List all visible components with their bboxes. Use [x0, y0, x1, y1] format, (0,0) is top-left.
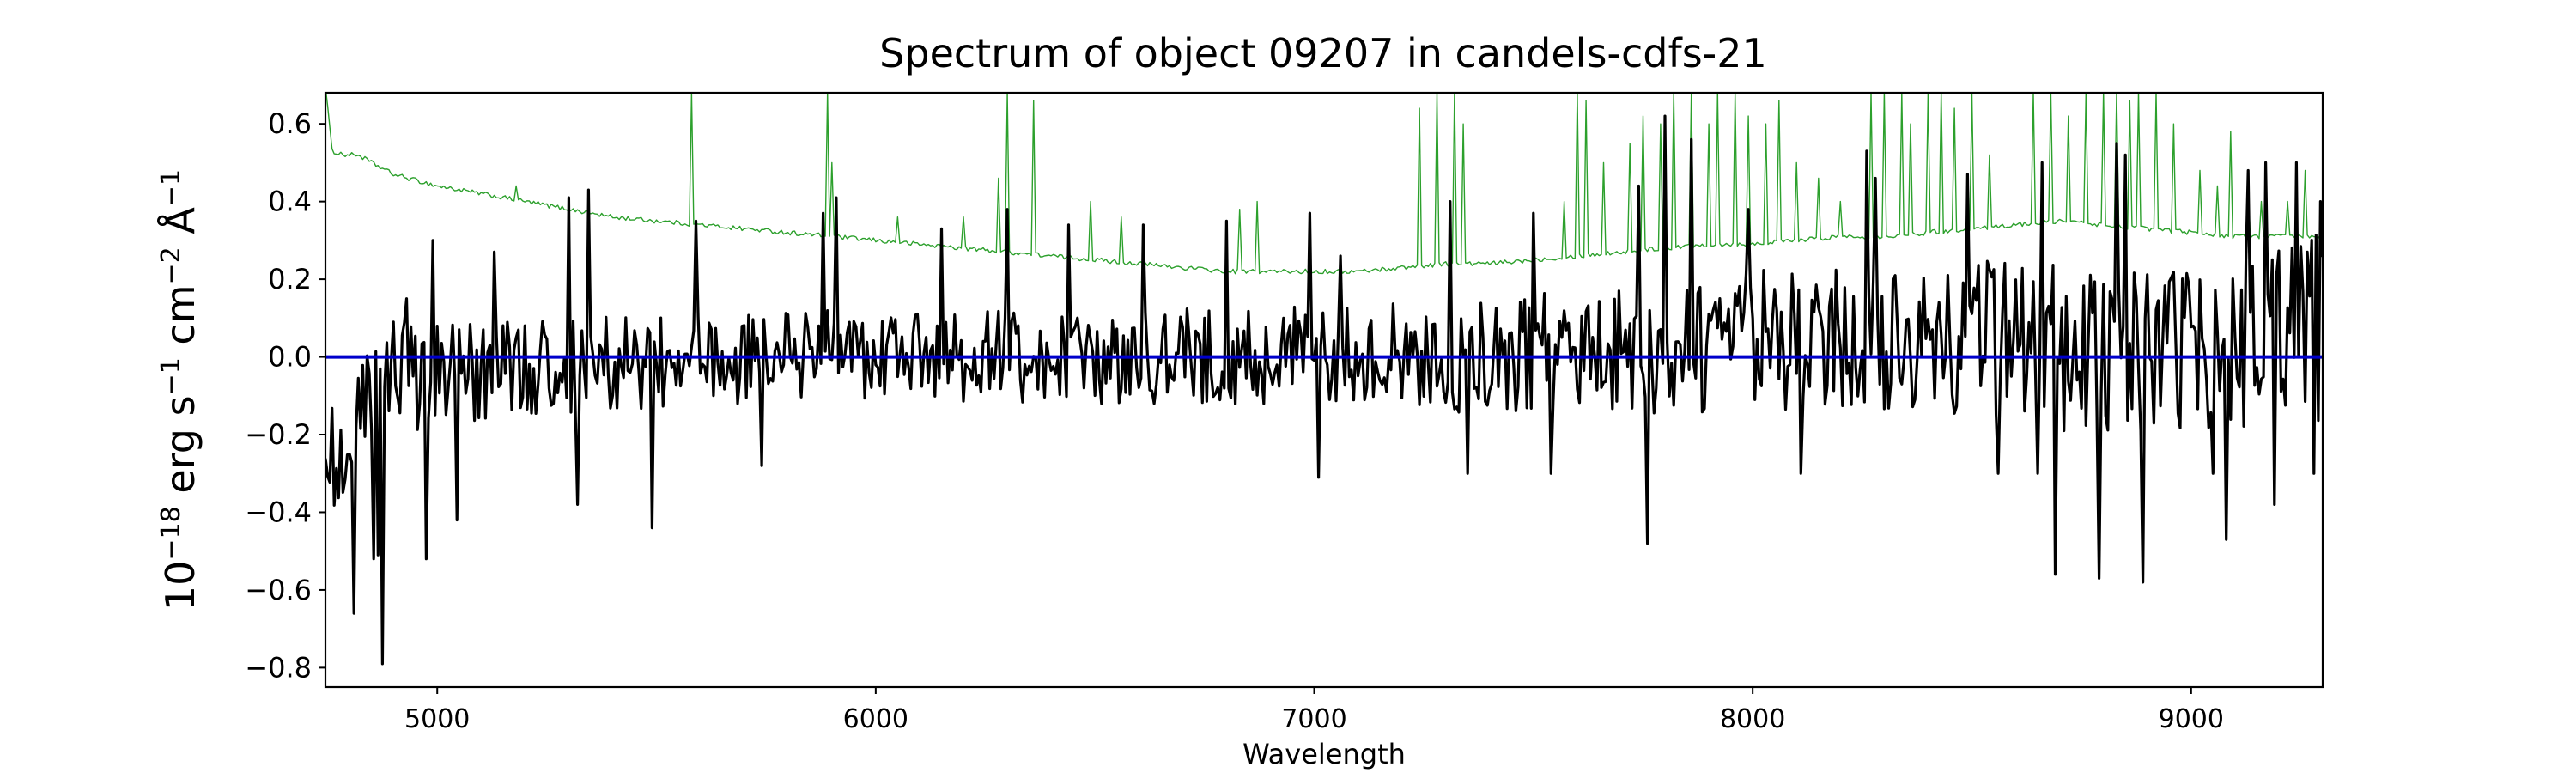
x-tick-label: 6000: [843, 704, 908, 734]
error-series-line: [325, 93, 2323, 275]
y-axis: −0.8 −0.6 −0.4 −0.2 0.0 0.2 0.4 0.6: [245, 107, 325, 684]
x-tick-label: 5000: [404, 704, 470, 734]
y-tick-label: 0.0: [268, 341, 312, 374]
y-tick-label: 0.6: [268, 107, 312, 140]
plot-frame: [324, 91, 2324, 689]
y-axis-label: 10−18 erg s−1 cm−2 Å−1: [156, 169, 204, 611]
flux-series-line: [325, 114, 2323, 666]
x-tick-label: 9000: [2159, 704, 2224, 734]
chart-title: Spectrum of object 09207 in candels-cdfs…: [879, 30, 1767, 76]
x-axis-label: Wavelength: [1242, 738, 1406, 770]
plot-area: [324, 91, 2324, 689]
x-axis: 5000 6000 7000 8000 9000: [404, 687, 2224, 734]
y-tick-label: 0.4: [268, 186, 312, 218]
y-tick-label: −0.2: [245, 418, 312, 451]
y-tick-label: −0.6: [245, 574, 312, 606]
y-tick-label: −0.8: [245, 651, 312, 684]
y-tick-label: −0.4: [245, 496, 312, 528]
x-tick-label: 7000: [1281, 704, 1346, 734]
x-tick-label: 8000: [1720, 704, 1785, 734]
y-tick-label: 0.2: [268, 263, 312, 295]
